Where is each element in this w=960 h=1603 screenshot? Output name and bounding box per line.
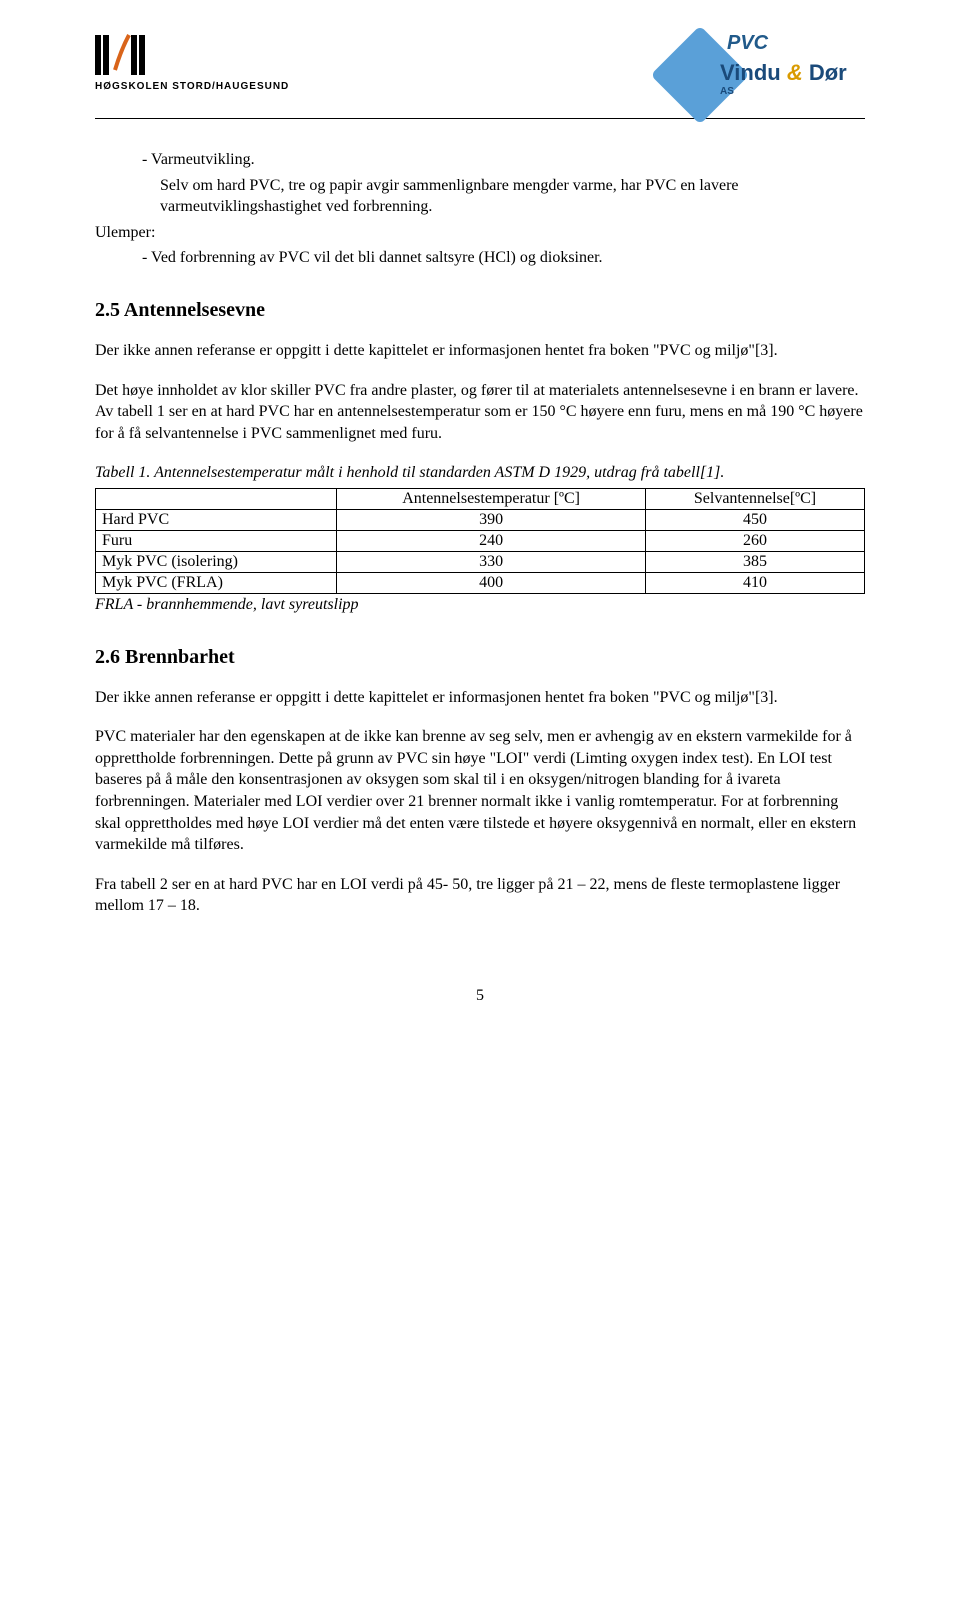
bullet-varmeutvikling-title: Varmeutvikling.	[95, 149, 865, 171]
table-antennelsestemperatur: Antennelsestemperatur [ºC] Selvantennels…	[95, 488, 865, 594]
sec26-p2: PVC materialer har den egenskapen at de …	[95, 726, 865, 856]
pvc-text: PVC	[727, 32, 768, 55]
page: HØGSKOLEN STORD/HAUGESUND PVC Vindu & Dø…	[0, 0, 960, 1045]
sec25-p1: Der ikke annen referanse er oppgitt i de…	[95, 340, 865, 362]
table-cell-v1: 390	[337, 509, 646, 530]
pvc-logo: PVC Vindu & Dør AS	[675, 30, 865, 110]
table-cell-name: Furu	[96, 530, 337, 551]
table-header-col2: Selvantennelse[ºC]	[646, 488, 865, 509]
ulemper-item: Ved forbrenning av PVC vil det bli danne…	[95, 247, 865, 269]
table-cell-v1: 330	[337, 551, 646, 572]
table-cell-name: Hard PVC	[96, 509, 337, 530]
hsh-logo: HØGSKOLEN STORD/HAUGESUND	[95, 30, 289, 92]
table-header-col1: Antennelsestemperatur [ºC]	[337, 488, 646, 509]
sec26-p1: Der ikke annen referanse er oppgitt i de…	[95, 687, 865, 709]
table-row: Furu 240 260	[96, 530, 865, 551]
table-row: Myk PVC (isolering) 330 385	[96, 551, 865, 572]
table1-footer: FRLA - brannhemmende, lavt syreutslipp	[95, 594, 865, 616]
ulemper-label: Ulemper:	[95, 222, 865, 244]
sec25-p2: Det høye innholdet av klor skiller PVC f…	[95, 380, 865, 445]
hsh-logo-bars	[95, 30, 145, 75]
page-number: 5	[95, 987, 865, 1005]
table-header-blank	[96, 488, 337, 509]
table-cell-name: Myk PVC (isolering)	[96, 551, 337, 572]
table-cell-v2: 450	[646, 509, 865, 530]
section-2-6-title: 2.6 Brennbarhet	[95, 646, 865, 669]
table-cell-v2: 385	[646, 551, 865, 572]
table-cell-v1: 400	[337, 572, 646, 593]
bullet-varmeutvikling-body: Selv om hard PVC, tre og papir avgir sam…	[95, 175, 865, 218]
sec26-p3: Fra tabell 2 ser en at hard PVC har en L…	[95, 874, 865, 917]
table-cell-v1: 240	[337, 530, 646, 551]
table-cell-v2: 410	[646, 572, 865, 593]
table-cell-name: Myk PVC (FRLA)	[96, 572, 337, 593]
vindu-dor-text: Vindu & Dør AS	[720, 60, 865, 112]
table-cell-v2: 260	[646, 530, 865, 551]
hsh-name: HØGSKOLEN STORD/HAUGESUND	[95, 81, 289, 92]
table-row: Hard PVC 390 450	[96, 509, 865, 530]
table1-caption: Tabell 1. Antennelsestemperatur målt i h…	[95, 462, 865, 484]
section-2-5-title: 2.5 Antennelsesevne	[95, 299, 865, 322]
table-row: Myk PVC (FRLA) 400 410	[96, 572, 865, 593]
table-header-row: Antennelsestemperatur [ºC] Selvantennels…	[96, 488, 865, 509]
page-header: HØGSKOLEN STORD/HAUGESUND PVC Vindu & Dø…	[95, 30, 865, 119]
